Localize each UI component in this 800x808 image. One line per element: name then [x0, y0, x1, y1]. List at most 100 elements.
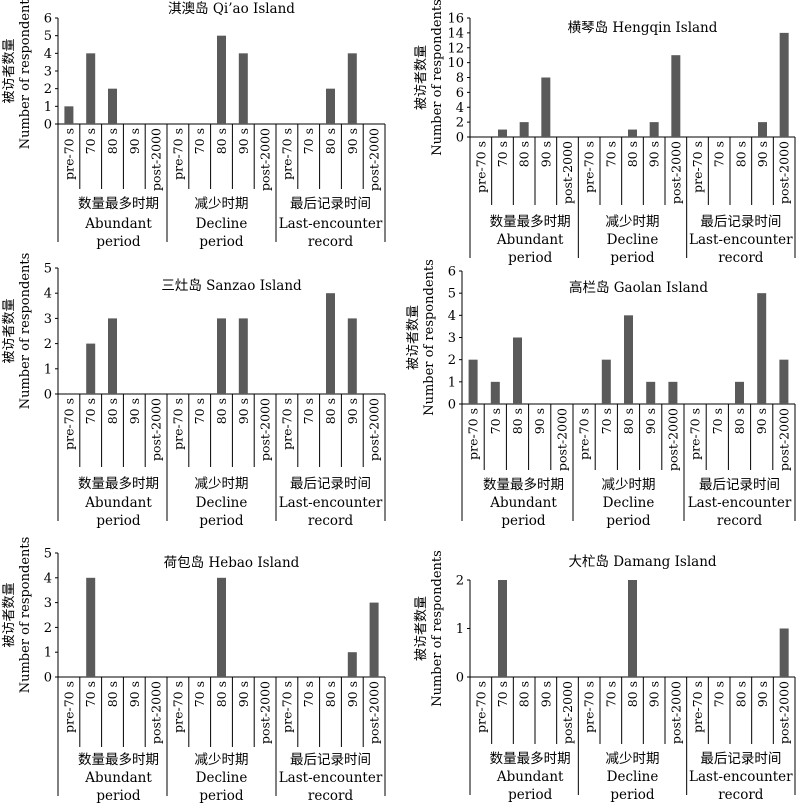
bar	[347, 53, 357, 125]
x-category-label: 90 s	[538, 141, 553, 167]
bar	[758, 122, 767, 137]
y-tick-label: 3	[44, 596, 52, 611]
y-tick-label: 2	[44, 621, 52, 636]
group-label-en: period	[199, 234, 244, 250]
group-label-cn: 最后记录时间	[700, 214, 781, 230]
group-label-en: Decline	[196, 495, 248, 511]
y-tick-label: 1	[44, 100, 52, 115]
x-category-label: 80 s	[214, 681, 229, 707]
x-category-label: post-2000	[367, 681, 382, 744]
bar	[108, 88, 117, 124]
y-axis-label-en: Number of respondents	[430, 550, 445, 707]
y-tick-label: 0	[448, 398, 456, 413]
bar	[347, 318, 357, 394]
x-category-label: 70 s	[712, 141, 727, 167]
x-category-label: 80 s	[323, 128, 338, 154]
x-category-label: 90 s	[127, 681, 142, 707]
y-tick-label: 10	[447, 56, 464, 71]
group-label-cn: 数量最多时期	[490, 213, 571, 230]
x-category-label: post-2000	[149, 128, 164, 191]
group-label-en: Abundant	[489, 495, 557, 511]
y-tick-label: 4	[44, 47, 52, 62]
x-category-label: pre-70 s	[170, 128, 185, 180]
bar	[646, 381, 656, 404]
y-tick-label: 4	[44, 287, 52, 302]
group-label-cn: 减少时期	[606, 751, 660, 767]
x-category-label: 70 s	[83, 681, 98, 707]
bar	[217, 318, 226, 394]
bar	[668, 381, 678, 404]
bar	[369, 602, 379, 677]
x-category-label: 70 s	[192, 398, 207, 424]
y-tick-label: 2	[448, 353, 456, 368]
y-tick-label: 5	[44, 547, 52, 562]
x-category-label: pre-70 s	[690, 141, 705, 193]
x-category-label: pre-70 s	[473, 141, 488, 193]
x-category-label: pre-70 s	[690, 681, 705, 733]
chart-title: 大杧岛 Damang Island	[568, 554, 716, 570]
group-label-cn: 数量最多时期	[78, 195, 159, 212]
x-category-label: post-2000	[367, 398, 382, 461]
x-category-label: 80 s	[517, 681, 532, 707]
bar	[513, 337, 522, 404]
x-category-label: 70 s	[301, 681, 316, 707]
bar	[624, 315, 633, 404]
x-category-label: 80 s	[625, 141, 640, 167]
bar	[238, 318, 248, 394]
group-label-en: Decline	[607, 769, 659, 785]
x-category-label: 90 s	[647, 681, 662, 707]
x-category-label: post-2000	[554, 408, 569, 471]
group-label-en: Last-encounter	[688, 495, 792, 511]
group-label-en: Abundant	[84, 770, 152, 786]
group-label-en: record	[308, 513, 354, 529]
group-label-en: Abundant	[496, 769, 564, 785]
bar	[601, 359, 611, 404]
bar	[326, 88, 335, 124]
group-label-en: period	[96, 234, 141, 250]
bar	[498, 580, 507, 677]
x-category-label: 80 s	[733, 681, 748, 707]
y-tick-label: 0	[44, 118, 52, 133]
y-tick-label: 3	[44, 65, 52, 80]
bar	[490, 381, 500, 404]
group-label-en: Last-encounter	[689, 232, 793, 248]
x-category-label: pre-70 s	[688, 408, 703, 460]
group-label-en: Last-encounter	[279, 495, 383, 511]
x-category-label: post-2000	[777, 681, 792, 744]
y-tick-label: 3	[448, 331, 456, 346]
x-category-label: 70 s	[603, 681, 618, 707]
bar	[347, 652, 357, 677]
x-category-label: 70 s	[495, 141, 510, 167]
x-category-label: 80 s	[323, 398, 338, 424]
group-label-en: Abundant	[496, 232, 564, 248]
x-category-label: post-2000	[668, 681, 683, 744]
y-tick-label: 0	[44, 671, 52, 686]
bar	[757, 293, 767, 404]
group-label-en: period	[199, 513, 244, 529]
bar	[468, 359, 478, 404]
group-label-cn: 最后记录时间	[700, 751, 781, 767]
bar	[779, 359, 789, 404]
bar	[628, 580, 637, 677]
group-label-en: period	[508, 787, 553, 803]
group-label-en: record	[718, 787, 764, 803]
chart-title: 荷包岛 Hebao Island	[164, 555, 300, 571]
bar	[108, 318, 117, 394]
y-axis-label-en: Number of respondents	[18, 0, 33, 149]
y-axis-label-cn: 被访者数量	[414, 45, 429, 110]
y-tick-label: 4	[44, 571, 52, 586]
x-category-label: pre-70 s	[279, 128, 294, 180]
group-label-en: record	[718, 250, 764, 266]
y-axis-label-cn: 被访者数量	[2, 298, 17, 363]
x-category-label: 70 s	[83, 128, 98, 154]
bar	[217, 35, 226, 124]
bar	[86, 343, 96, 394]
y-axis-label-cn: 被访者数量	[2, 38, 17, 103]
x-category-label: 70 s	[495, 681, 510, 707]
x-category-label: pre-70 s	[279, 398, 294, 450]
group-label-en: period	[610, 787, 655, 803]
x-category-label: post-2000	[149, 681, 164, 744]
bar	[86, 577, 96, 677]
group-label-en: Last-encounter	[279, 216, 383, 232]
x-category-label: post-2000	[560, 681, 575, 744]
